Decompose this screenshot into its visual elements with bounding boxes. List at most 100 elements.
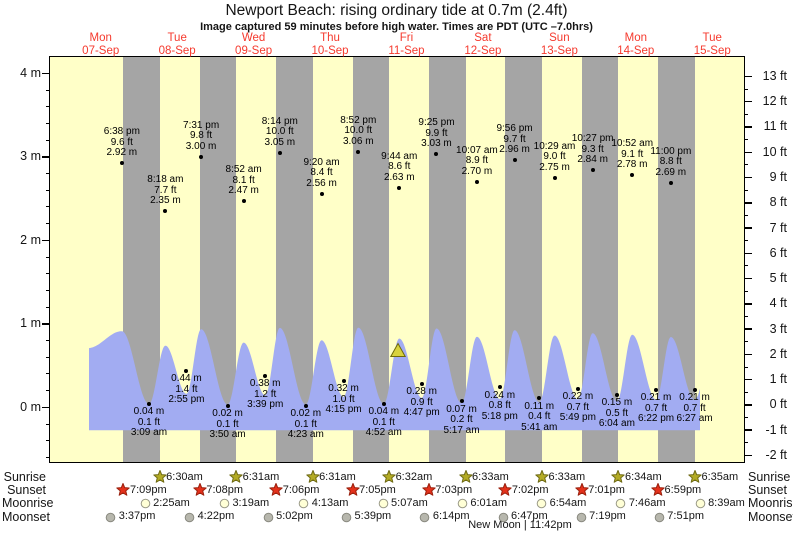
tide-height-m-label: 3.05 m <box>264 136 296 148</box>
sunset-star-icon <box>116 483 131 497</box>
y-axis-minor-tick <box>46 306 50 308</box>
tide-height-m-label: 0.07 m <box>446 403 477 415</box>
tide-height-ft-label: 10.0 ft <box>265 126 294 138</box>
tide-height-ft-label: 0.4 ft <box>528 411 551 423</box>
day-label: Sun <box>549 32 570 44</box>
tide-point-dot <box>474 179 479 184</box>
y-axis-tick <box>744 454 752 457</box>
tide-time-label: 8:52 pm <box>340 114 377 126</box>
high-tide-annotation: 10:27 pm 9.3 ft 2.84 m <box>533 134 653 166</box>
y-axis-tick <box>744 151 752 153</box>
y-axis-tick-label: 13 ft <box>762 68 787 83</box>
y-axis-tick-label: 5 ft <box>769 271 787 286</box>
tide-height-ft-label: 9.3 ft <box>581 143 604 155</box>
y-axis-minor-tick <box>744 265 748 267</box>
y-axis-minor-tick <box>744 240 748 242</box>
sunrise-time: 6:30am <box>166 470 203 483</box>
moonset-circle-icon <box>498 510 512 524</box>
y-axis-minor-tick <box>744 113 748 115</box>
tide-height-m-label: 0.21 m <box>679 392 710 404</box>
day-label: Fri <box>399 32 414 44</box>
sunset-star-icon <box>651 483 665 497</box>
moonset-time: 4:22pm <box>197 510 235 522</box>
day-label: Mon <box>624 32 647 44</box>
tide-point-dot <box>199 154 204 159</box>
tide-point-dot <box>497 385 502 390</box>
tide-point-dot <box>263 373 268 378</box>
current-time-marker-icon <box>389 342 407 357</box>
tide-height-m-label: 2.47 m <box>228 185 259 197</box>
y-axis-minor-tick <box>744 366 748 368</box>
new-moon-label: New Moon | 11:42pm <box>468 519 572 531</box>
sunrise-time: 6:33am <box>472 470 509 483</box>
tide-time-label: 9:56 pm <box>496 123 533 135</box>
tide-time-label: 10:29 am <box>533 140 576 152</box>
tide-height-ft-label: 9.6 ft <box>110 136 133 148</box>
high-tide-annotation: 7:31 pm 9.8 ft 3.00 m <box>141 120 261 153</box>
moonset-circle-icon <box>419 510 433 524</box>
moonrise-time: 2:25am <box>153 496 190 509</box>
low-tide-annotation: 0.21 m 0.7 ft 6:22 pm <box>596 393 716 425</box>
moonset-time: 5:39pm <box>354 510 392 522</box>
y-axis-minor-tick <box>46 189 50 191</box>
sunset-star-icon <box>269 483 283 497</box>
moonrise-time: 7:46am <box>628 496 666 509</box>
astro-row-label-right: Sunset <box>748 483 787 497</box>
astro-row-label-right: Moonset <box>748 509 793 524</box>
low-tide-annotation: 0.28 m 0.9 ft 4:47 pm <box>362 387 482 419</box>
sunset-star-icon <box>575 483 589 497</box>
sunrise-time: 6:32am <box>395 470 433 483</box>
high-tide-annotation: 10:07 am 8.9 ft 2.70 m <box>417 145 537 178</box>
y-axis-tick <box>744 378 752 381</box>
tide-point-dot <box>668 180 673 185</box>
tide-height-ft-label: 0.8 ft <box>488 400 511 412</box>
y-axis-tick-label: 6 ft <box>769 245 787 260</box>
y-axis-tick-label: 2 m <box>20 232 41 247</box>
tide-time-label: 9:25 pm <box>418 117 455 129</box>
tide-height-ft-label: 8.8 ft <box>659 156 682 168</box>
moonrise-circle-icon <box>695 496 709 510</box>
y-axis-tick-label: 2 ft <box>769 346 787 361</box>
sunrise-star-icon <box>611 470 626 484</box>
y-axis-tick-label: 11 ft <box>763 119 787 134</box>
tide-time-label: 4:52 am <box>365 427 402 439</box>
sunset-star-icon <box>345 483 360 497</box>
tide-time-label: 10:27 pm <box>571 133 614 145</box>
sunset-star-icon <box>193 483 207 497</box>
y-axis-tick <box>42 406 50 409</box>
tide-height-m-label: 0.22 m <box>562 391 594 403</box>
tide-time-label: 3:39 pm <box>247 399 284 411</box>
tide-point-dot <box>630 173 635 178</box>
sunrise-time: 6:34am <box>624 470 662 483</box>
day-label: Mon <box>89 32 112 44</box>
moonset-circle-icon <box>184 510 198 524</box>
moonrise-time: 4:13am <box>311 496 349 509</box>
tide-time-label: 6:04 am <box>598 418 635 430</box>
y-axis-minor-tick <box>46 456 50 458</box>
y-axis-minor-tick <box>744 189 748 191</box>
tide-time-label: 4:23 am <box>287 429 324 441</box>
tide-time-label: 5:49 pm <box>559 412 596 424</box>
y-axis-tick <box>744 75 752 78</box>
moonrise-circle-icon <box>615 496 629 510</box>
y-axis-minor-tick <box>46 139 50 141</box>
y-axis-minor-tick <box>46 256 50 258</box>
tide-point-dot <box>163 209 168 214</box>
day-date-label: 15-Sep <box>693 44 731 57</box>
astro-row-label-right: Sunrise <box>748 470 791 484</box>
moonset-time: 5:02pm <box>276 510 313 522</box>
high-tide-annotation: 10:52 am 9.1 ft 2.78 m <box>572 139 692 171</box>
day-date-label: 10-Sep <box>311 44 349 57</box>
tide-height-ft-label: 9.8 ft <box>189 130 213 142</box>
chart-title: Newport Beach: rising ordinary tide at 0… <box>225 2 568 19</box>
day-label: Wed <box>241 32 266 44</box>
tide-height-m-label: 0.15 m <box>601 397 633 409</box>
tide-height-ft-label: 8.9 ft <box>465 155 489 167</box>
tide-curve <box>89 327 700 431</box>
moonrise-circle-icon <box>140 496 154 510</box>
y-axis-tick-label: 4 m <box>20 65 41 80</box>
tide-height-ft-label: 10.0 ft <box>344 125 373 137</box>
tide-time-label: 6:27 am <box>676 413 713 425</box>
y-axis-tick-label: 0 ft <box>769 397 787 412</box>
